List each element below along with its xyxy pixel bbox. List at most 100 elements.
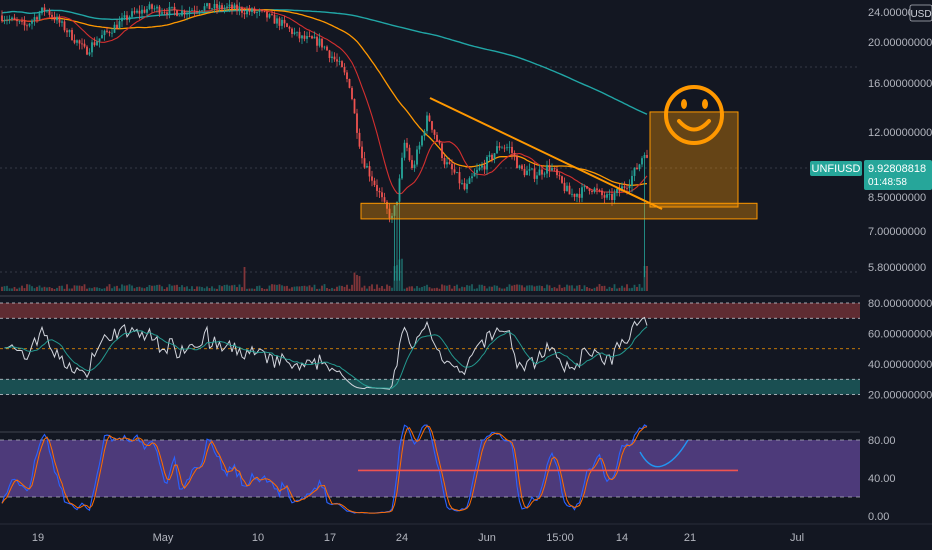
volume-bar — [178, 286, 181, 291]
candle-body — [491, 154, 493, 160]
candle-133 — [333, 52, 336, 62]
candle-236 — [591, 189, 593, 195]
candle-body — [453, 169, 456, 173]
candle-125 — [313, 31, 316, 39]
candle-body — [88, 52, 91, 55]
candle-body — [431, 121, 433, 130]
candle-body — [66, 30, 68, 33]
candle-212 — [531, 168, 533, 171]
candle-233 — [583, 184, 586, 192]
candle-73 — [183, 9, 186, 19]
candle-body — [251, 8, 253, 12]
volume-bar — [623, 287, 626, 291]
candle-76 — [191, 7, 193, 11]
candle-body — [401, 157, 403, 179]
candle-body — [288, 26, 291, 29]
candle-body — [136, 10, 138, 13]
candle-body — [413, 164, 416, 169]
candle-body — [108, 31, 111, 34]
stoch-band — [0, 440, 860, 497]
volume-bar — [23, 288, 26, 291]
volume-bar — [606, 288, 608, 291]
candle-66 — [166, 8, 168, 20]
volume-bar — [413, 288, 416, 291]
volume-bar — [423, 285, 426, 291]
candle-168 — [421, 134, 423, 147]
candle-49 — [123, 11, 126, 21]
time-tick-label: May — [153, 532, 174, 544]
candle-body — [471, 176, 473, 179]
candle-body — [576, 193, 578, 197]
volume-bar — [16, 288, 18, 291]
volume-bar — [518, 284, 521, 291]
candle-body — [311, 36, 313, 39]
rsi-overbought-zone — [0, 303, 860, 319]
volume-bar — [303, 285, 306, 291]
candle-body — [398, 178, 401, 202]
rsi-pane[interactable] — [0, 302, 860, 395]
candle-161 — [403, 139, 406, 161]
volume-bar — [323, 284, 326, 291]
candle-156 — [391, 213, 393, 224]
volume-bar — [416, 286, 418, 291]
candle-body — [118, 21, 121, 29]
candle-135 — [338, 56, 341, 66]
volume-bar — [461, 286, 463, 291]
candle-129 — [323, 45, 326, 50]
time-axis[interactable]: 19 May 10 17 24 Jun 15:00 14 21 Jul — [0, 523, 932, 544]
candle-body — [206, 3, 208, 7]
candle-51 — [128, 15, 131, 23]
candle-89 — [223, 4, 226, 14]
volume-bar — [381, 285, 383, 291]
volume-bar — [506, 286, 508, 291]
candle-body — [106, 30, 108, 32]
candle-body — [586, 186, 588, 189]
volume-bar — [601, 286, 603, 291]
volume-bar — [133, 288, 136, 291]
volume-bar — [343, 286, 346, 291]
drawings[interactable] — [360, 85, 758, 220]
volume-bar — [221, 286, 223, 291]
candle-body — [566, 185, 568, 192]
candle-body — [358, 132, 361, 147]
candle-213 — [533, 162, 536, 183]
bar-countdown: 01:48:58 — [868, 177, 907, 188]
stoch-axis[interactable]: 80.00 40.00 0.00 — [868, 435, 896, 523]
volume-bar — [621, 285, 623, 291]
volume-bar — [291, 287, 293, 291]
candle-body — [558, 175, 561, 177]
candle-body — [18, 21, 21, 22]
candle-40 — [101, 29, 103, 39]
stoch-pane[interactable] — [0, 424, 860, 514]
candle-142 — [356, 108, 358, 139]
candle-body — [506, 147, 508, 149]
candle-body — [541, 169, 543, 175]
candle-166 — [416, 145, 418, 167]
volume-bar — [426, 284, 428, 291]
candle-body — [593, 188, 596, 192]
candle-102 — [256, 10, 258, 19]
volume-bar — [428, 287, 431, 291]
candle-162 — [406, 138, 408, 152]
candle-body — [298, 31, 301, 39]
price-pane[interactable] — [1, 0, 758, 291]
candle-69 — [173, 2, 176, 16]
volume-bar — [391, 287, 393, 291]
candle-100 — [251, 7, 253, 16]
volume-bar — [588, 288, 591, 291]
price-tick-label: 8.50000000 — [868, 192, 926, 204]
time-tick-label: 15:00 — [546, 532, 574, 544]
candle-body — [141, 9, 143, 14]
volume-bar — [168, 284, 171, 291]
candle-28 — [71, 27, 73, 41]
candle-225 — [563, 177, 566, 194]
candle-body — [216, 3, 218, 9]
candle-body — [91, 42, 93, 53]
candle-240 — [601, 187, 603, 199]
last-price-value: 9.92808818 — [868, 163, 926, 175]
rsi-axis[interactable]: 80.00000000 60.00000000 40.00000000 20.0000… — [868, 298, 932, 402]
volume-bar — [548, 285, 551, 291]
candle-86 — [216, 0, 218, 14]
candle-61 — [153, 5, 156, 12]
